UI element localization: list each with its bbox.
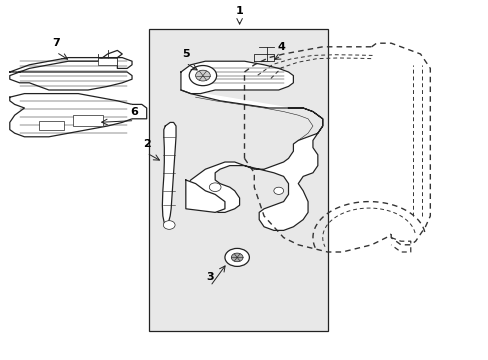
Polygon shape xyxy=(162,122,176,227)
Text: 7: 7 xyxy=(52,38,60,48)
Circle shape xyxy=(224,248,249,266)
Bar xyxy=(98,58,117,65)
Polygon shape xyxy=(185,180,224,212)
Circle shape xyxy=(163,221,175,229)
Polygon shape xyxy=(181,90,322,230)
Text: 4: 4 xyxy=(277,42,285,52)
Polygon shape xyxy=(181,61,293,94)
Polygon shape xyxy=(132,104,146,119)
Circle shape xyxy=(195,70,210,81)
Circle shape xyxy=(231,253,243,262)
Text: 2: 2 xyxy=(142,139,150,149)
Text: 5: 5 xyxy=(182,49,189,59)
Bar xyxy=(73,115,102,126)
Polygon shape xyxy=(10,50,132,90)
Bar xyxy=(149,29,327,331)
Bar xyxy=(39,121,63,130)
Text: 1: 1 xyxy=(235,6,243,16)
Circle shape xyxy=(273,187,283,194)
Text: 6: 6 xyxy=(130,107,138,117)
Polygon shape xyxy=(10,94,137,137)
Circle shape xyxy=(209,183,221,192)
Circle shape xyxy=(189,66,216,86)
Text: 3: 3 xyxy=(206,272,214,282)
